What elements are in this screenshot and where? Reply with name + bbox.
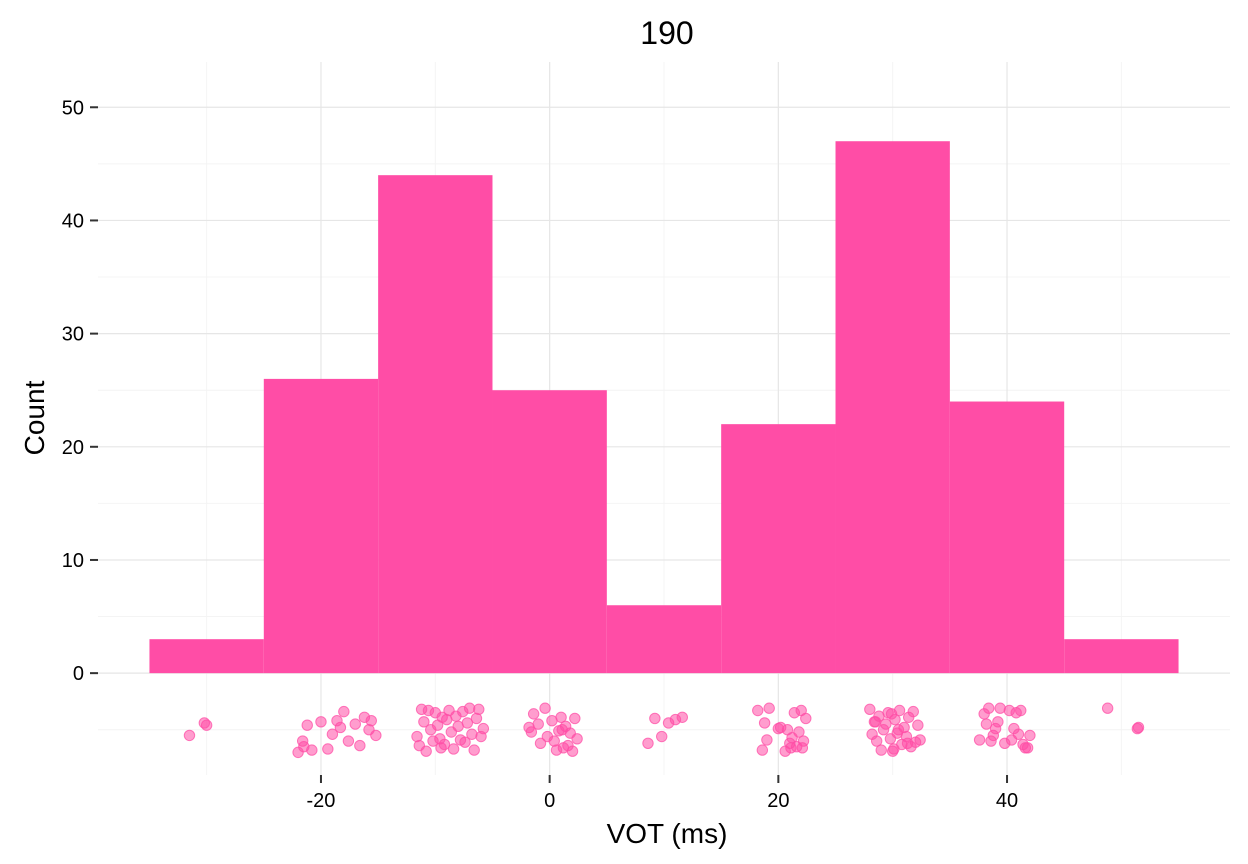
rug-point xyxy=(418,716,430,728)
rug-point xyxy=(1132,721,1145,734)
rug-point xyxy=(315,716,327,728)
rug-point xyxy=(892,724,905,736)
histogram-bar xyxy=(721,424,836,674)
rug-point xyxy=(298,741,310,753)
rug-point xyxy=(1021,742,1034,754)
rug-point xyxy=(870,735,883,747)
rug-point xyxy=(365,714,377,727)
rug-point xyxy=(1024,729,1036,742)
rug-point xyxy=(800,712,812,725)
rug-point xyxy=(912,719,924,731)
rug-point xyxy=(200,719,213,731)
rug-points xyxy=(183,702,1145,759)
y-tick-label: 10 xyxy=(62,550,84,572)
rug-point xyxy=(527,708,540,720)
x-tick-label: 40 xyxy=(996,790,1018,812)
rug-point xyxy=(642,737,654,750)
rug-point xyxy=(1012,728,1025,740)
x-tick-label: 0 xyxy=(544,790,555,812)
rug-point xyxy=(1101,702,1114,714)
histogram-bar xyxy=(1064,639,1179,674)
rug-point xyxy=(566,745,579,757)
rug-point xyxy=(459,736,471,748)
rug-point xyxy=(676,711,688,723)
histogram-bar xyxy=(835,141,950,674)
rug-point xyxy=(907,705,919,718)
rug-point xyxy=(532,718,544,730)
rug-point xyxy=(468,744,480,756)
rug-point xyxy=(322,743,334,755)
rug-point xyxy=(555,711,567,723)
rug-point xyxy=(334,721,347,734)
rug-point xyxy=(461,717,474,729)
rug-point xyxy=(758,717,771,729)
rug-point xyxy=(888,743,900,755)
rug-point xyxy=(980,718,993,730)
rug-point xyxy=(571,733,583,745)
rug-point xyxy=(756,744,769,756)
rug-point xyxy=(370,729,382,742)
rug-point xyxy=(420,745,432,757)
rug-point xyxy=(435,742,447,754)
histogram-bar xyxy=(606,605,722,674)
axis-ticks: 0 10 20 30 40 50 -20 0 20 40 xyxy=(62,97,1018,812)
rug-point xyxy=(864,703,876,716)
x-tick-label: -20 xyxy=(307,790,336,812)
y-tick-label: 20 xyxy=(62,437,84,459)
rug-point xyxy=(901,737,914,750)
rug-point xyxy=(772,722,785,735)
chart-title: 190 xyxy=(640,15,693,51)
rug-point xyxy=(875,744,887,756)
rug-point xyxy=(992,716,1004,728)
rug-point xyxy=(796,742,809,754)
rug-point xyxy=(447,743,460,755)
rug-point xyxy=(885,708,898,720)
rug-point xyxy=(649,712,661,725)
rug-point xyxy=(338,705,350,718)
rug-point xyxy=(869,716,882,728)
rug-point xyxy=(763,702,775,714)
x-axis-label: VOT (ms) xyxy=(607,818,728,849)
rug-point xyxy=(354,739,366,752)
histogram-bar xyxy=(949,401,1065,674)
x-tick-label: 20 xyxy=(767,790,789,812)
rug-point xyxy=(761,734,773,746)
histogram-bar xyxy=(378,175,493,674)
rug-point xyxy=(556,724,568,736)
histogram-bar xyxy=(149,639,264,674)
y-tick-label: 50 xyxy=(62,97,84,119)
rug-point xyxy=(525,726,538,738)
rug-point xyxy=(656,730,668,743)
y-tick-label: 0 xyxy=(73,663,84,685)
rug-point xyxy=(1015,704,1027,717)
histogram-bar xyxy=(492,390,607,674)
rug-point xyxy=(477,722,490,735)
rug-point xyxy=(342,735,355,747)
rug-point xyxy=(301,719,313,731)
rug-point xyxy=(473,703,485,716)
y-axis-label: Count xyxy=(19,380,50,455)
histogram-bar xyxy=(263,378,379,674)
rug-point xyxy=(569,712,581,725)
rug-point xyxy=(326,728,339,740)
rug-point xyxy=(983,702,995,714)
rug-point xyxy=(550,744,563,756)
rug-point xyxy=(752,704,764,717)
rug-point xyxy=(534,737,547,750)
rug-point xyxy=(349,718,361,730)
rug-point xyxy=(914,734,926,746)
y-tick-label: 40 xyxy=(62,210,84,232)
rug-point xyxy=(785,742,797,754)
rug-point xyxy=(973,734,986,746)
rug-point xyxy=(539,702,551,714)
rug-point xyxy=(183,729,196,742)
y-tick-label: 30 xyxy=(62,324,84,346)
rug-point xyxy=(793,726,805,738)
histogram-bars xyxy=(149,141,1179,674)
